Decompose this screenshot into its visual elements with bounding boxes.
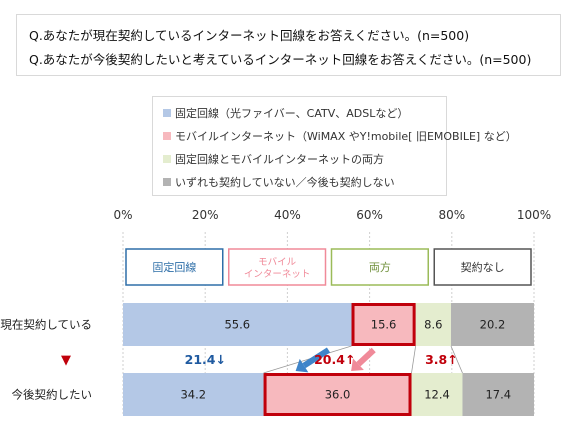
legend-item-fixed: 固定回線（光ファイバー、CATV、ADSLなど） (163, 104, 408, 122)
x-tick-label: 80% (438, 208, 465, 222)
category-header-label: 契約なし (461, 260, 505, 274)
highlight-border (263, 373, 412, 416)
legend-swatch-both (163, 155, 171, 163)
question-box: Q.あなたが現在契約しているインターネット回線をお答えください。(n=500) … (16, 14, 561, 76)
fixed-change-arrow-head (295, 358, 309, 373)
legend-item-none: いずれも契約していない／今後も契約しない (163, 173, 395, 191)
mobile-change-arrow (356, 347, 376, 367)
connector-line (450, 345, 463, 374)
category-header-box (125, 248, 224, 286)
legend-swatch-mobile (163, 132, 171, 140)
legend-swatch-none (163, 178, 171, 186)
category-label: 現在契約している (0, 318, 92, 332)
bar-segment (263, 373, 412, 416)
question-future: Q.あなたが今後契約したいと考えているインターネット回線をお答えください。(n=… (29, 52, 532, 67)
bar-segment (462, 373, 534, 416)
legend-item-both: 固定回線とモバイルインターネットの両方 (163, 150, 384, 168)
mobile-change-arrow-head (351, 358, 364, 371)
x-tick-label: 40% (274, 208, 301, 222)
change-label-fixed: 21.4↓ (185, 352, 226, 367)
x-tick-label: 20% (192, 208, 219, 222)
highlight-border (351, 303, 416, 346)
category-header-box (228, 248, 327, 286)
category-header-label: インターネット (244, 269, 311, 280)
category-header-box (433, 248, 532, 286)
data-label: 20.2 (480, 318, 506, 332)
category-label: 今後契約したい (12, 388, 93, 402)
data-label: 8.6 (424, 318, 442, 332)
legend-item-mobile: モバイルインターネット（WiMAX やY!mobile[ 旧EMOBILE] な… (163, 127, 517, 145)
data-label: 34.2 (180, 388, 206, 402)
data-label: 17.4 (485, 388, 511, 402)
legend-label-none: いずれも契約していない／今後も契約しない (175, 176, 395, 189)
connector-line (263, 345, 352, 374)
legend-label-mobile: モバイルインターネット（WiMAX やY!mobile[ 旧EMOBILE] な… (175, 130, 517, 143)
data-label: 36.0 (325, 388, 351, 402)
category-header-label: モバイル (258, 257, 297, 268)
question-current: Q.あなたが現在契約しているインターネット回線をお答えください。(n=500) (29, 28, 470, 43)
bar-segment (123, 373, 264, 416)
chart-legend: 固定回線（光ファイバー、CATV、ADSLなど） モバイルインターネット（WiM… (152, 96, 517, 196)
connector-line (411, 345, 417, 374)
bar-segment (123, 303, 352, 346)
x-tick-label: 60% (356, 208, 383, 222)
legend-label-both: 固定回線とモバイルインターネットの両方 (175, 153, 384, 166)
bar-segment (415, 303, 451, 346)
x-tick-label: 0% (113, 208, 132, 222)
data-label: 12.4 (424, 388, 450, 402)
category-header-label: 固定回線 (152, 260, 196, 274)
legend-label-fixed: 固定回線（光ファイバー、CATV、ADSLなど） (175, 107, 409, 120)
data-label: 15.6 (371, 318, 397, 332)
category-header-label: 両方 (369, 260, 391, 274)
bar-segment (411, 373, 463, 416)
down-triangle-icon: ▼ (61, 353, 71, 368)
legend-swatch-fixed (163, 109, 171, 117)
change-label-mobile: 20.4↑ (314, 352, 355, 367)
x-tick-label: 100% (517, 208, 551, 222)
bar-segment (351, 303, 416, 346)
category-header-box (330, 248, 429, 286)
change-label-both: 3.8↑ (425, 352, 458, 367)
data-label: 55.6 (224, 318, 250, 332)
bar-segment (450, 303, 534, 346)
fixed-change-arrow (302, 347, 331, 369)
